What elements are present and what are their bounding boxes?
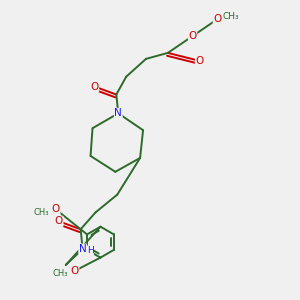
Text: H: H — [87, 246, 93, 255]
Text: N: N — [79, 244, 86, 254]
Text: O: O — [213, 14, 221, 24]
Text: O: O — [55, 216, 63, 226]
Text: CH₃: CH₃ — [222, 12, 239, 21]
Text: CH₃: CH₃ — [33, 208, 49, 217]
Text: O: O — [52, 204, 60, 214]
Text: CH₃: CH₃ — [52, 269, 68, 278]
Text: O: O — [188, 31, 197, 41]
Text: O: O — [90, 82, 99, 92]
Text: N: N — [114, 108, 122, 118]
Text: O: O — [195, 56, 204, 66]
Text: O: O — [70, 266, 79, 276]
